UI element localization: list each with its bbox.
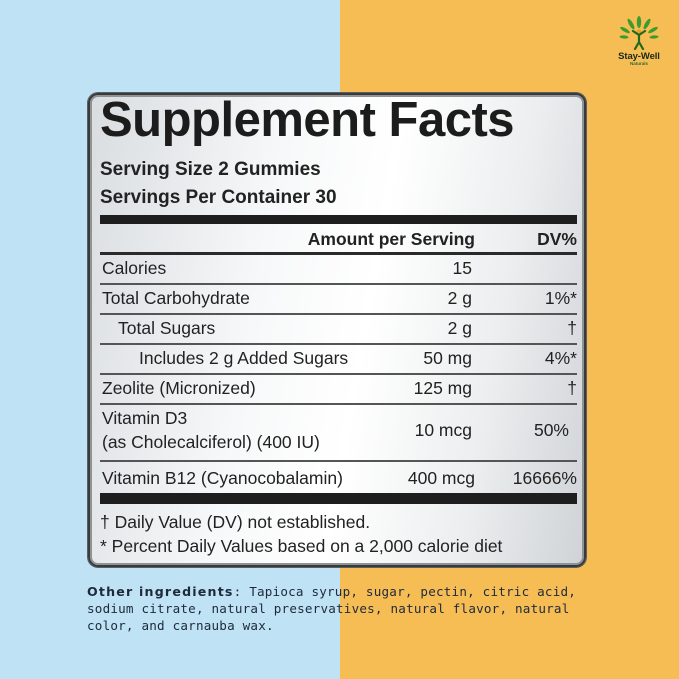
- row-divider: [100, 373, 577, 375]
- row-calories-name: Calories: [102, 258, 167, 278]
- header-amount: Amount per Serving: [307, 229, 475, 249]
- row-zeolite-amount: 125 mg: [413, 378, 472, 398]
- brand-subtitle: Naturals: [629, 61, 648, 66]
- row-vitb12-amount: 400 mcg: [407, 468, 475, 488]
- servings-per-container: Servings Per Container 30: [100, 187, 337, 208]
- other-ingredients-text: : Tapioca syrup, sugar, pectin, citric a…: [87, 584, 577, 633]
- row-carb-amount: 2 g: [447, 288, 472, 308]
- row-divider: [100, 403, 577, 405]
- panel-title: Supplement Facts: [100, 93, 515, 147]
- row-vitb12-name: Vitamin B12 (Cyanocobalamin): [102, 468, 343, 488]
- row-sugars-amount: 2 g: [447, 318, 472, 338]
- row-carb-name: Total Carbohydrate: [102, 288, 250, 308]
- header-divider: [100, 252, 577, 255]
- row-vitd3-name: Vitamin D3: [102, 408, 188, 428]
- row-divider: [100, 313, 577, 315]
- thick-divider-bottom: [100, 493, 577, 504]
- thick-divider-top: [100, 215, 577, 224]
- footnote-percent: * Percent Daily Values based on a 2,000 …: [100, 536, 503, 556]
- row-vitb12-dv: 16666%: [512, 468, 577, 488]
- row-added-sugars-name: Includes 2 g Added Sugars: [139, 348, 349, 368]
- brand-logo: Stay-Well Naturals: [606, 16, 672, 66]
- row-calories-amount: 15: [452, 258, 472, 278]
- other-ingredients-label: Other ingredients: [87, 584, 234, 599]
- row-added-sugars-dv: 4%*: [544, 348, 577, 368]
- row-zeolite-name: Zeolite (Micronized): [102, 378, 256, 398]
- row-zeolite-dv: †: [567, 378, 577, 398]
- supplement-facts-panel: [88, 93, 586, 567]
- other-ingredients: Other ingredients: Tapioca syrup, sugar,…: [87, 583, 597, 634]
- serving-size: Serving Size 2 Gummies: [100, 159, 321, 180]
- row-sugars-name: Total Sugars: [118, 318, 216, 338]
- leaf-figure-icon: [619, 16, 659, 50]
- row-vitd3-name-detail: (as Cholecalciferol) (400 IU): [102, 432, 320, 452]
- header-dv: DV%: [537, 229, 577, 249]
- row-added-sugars-amount: 50 mg: [423, 348, 472, 368]
- row-sugars-dv: †: [567, 318, 577, 338]
- row-divider: [100, 343, 577, 345]
- brand-name: Stay-Well: [618, 51, 660, 62]
- footnote-dagger: † Daily Value (DV) not established.: [100, 512, 371, 532]
- row-divider: [100, 283, 577, 285]
- row-carb-dv: 1%*: [544, 288, 577, 308]
- row-divider: [100, 460, 577, 462]
- row-vitd3-amount: 10 mcg: [414, 420, 472, 440]
- row-vitd3-dv: 50%: [533, 420, 569, 440]
